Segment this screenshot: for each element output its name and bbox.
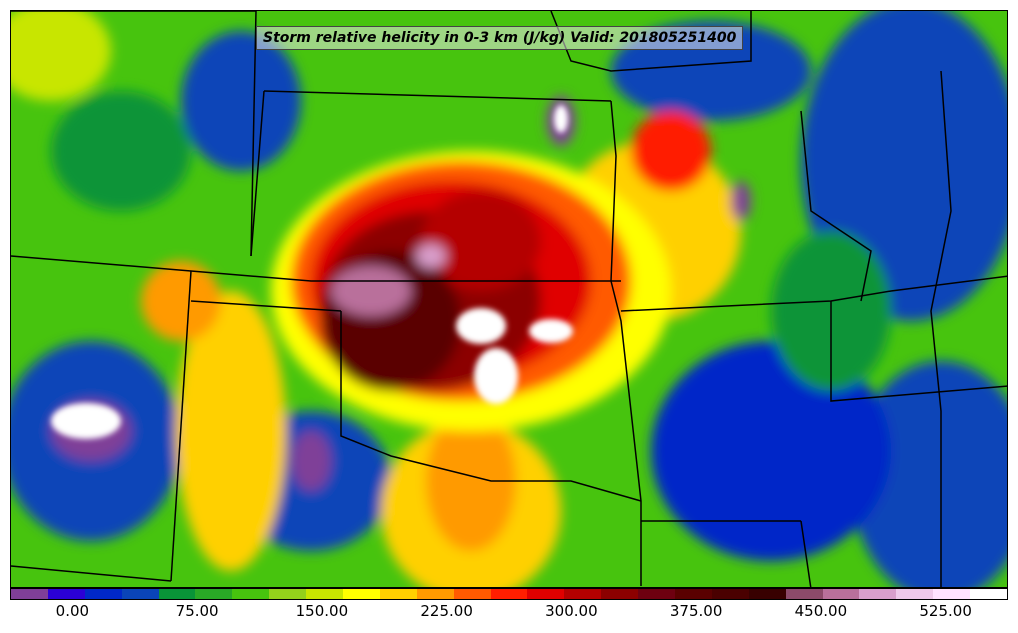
- colorbar-segment: [859, 589, 897, 599]
- colorbar-segment: [121, 589, 159, 599]
- colorbar-ticks: 0.00 75.00 150.00 225.00 300.00 375.00 450.00 5…: [10, 600, 1008, 630]
- colorbar-segment: [490, 589, 528, 599]
- map-frame: Storm relative helicity in 0-3 km (J/kg)…: [10, 10, 1008, 588]
- colorbar-segment: [970, 589, 1008, 599]
- map-title: Storm relative helicity in 0-3 km (J/kg)…: [256, 26, 744, 50]
- colorbar-tick-label: 450.00: [794, 602, 848, 620]
- colorbar-tick-label: 375.00: [669, 602, 723, 620]
- colorbar-segment: [527, 589, 565, 599]
- helicity-field: [11, 11, 1007, 587]
- colorbar-segment: [711, 589, 749, 599]
- colorbar-tick-label: 225.00: [420, 602, 473, 620]
- colorbar-segment: [785, 589, 823, 599]
- colorbar-segment: [896, 589, 934, 599]
- colorbar-segment: [84, 589, 122, 599]
- colorbar-segment: [269, 589, 307, 599]
- colorbar-tick-label: 75.00: [175, 602, 219, 620]
- colorbar-segment: [675, 589, 712, 599]
- helicity-map: [11, 11, 1007, 587]
- colorbar-segment: [232, 589, 270, 599]
- colorbar-segment: [453, 589, 491, 599]
- colorbar-segment: [601, 589, 639, 599]
- colorbar-segment: [379, 589, 417, 599]
- colorbar-tick-label: 300.00: [545, 602, 598, 620]
- colorbar-tick-label: 150.00: [295, 602, 349, 620]
- colorbar-segment: [343, 589, 380, 599]
- colorbar-segment: [933, 589, 971, 599]
- colorbar-segment: [748, 589, 786, 599]
- colorbar-tick-label: 0.00: [55, 602, 90, 620]
- extreme-cores: [51, 105, 573, 439]
- colorbar-segment: [822, 589, 860, 599]
- state-boundaries: [11, 11, 1007, 587]
- colorbar-segment: [564, 589, 602, 599]
- colorbar-segment: [195, 589, 233, 599]
- colorbar-segment: [638, 589, 676, 599]
- colorbar-segment: [306, 589, 344, 599]
- colorbar: [10, 588, 1008, 600]
- colorbar-segment: [47, 589, 85, 599]
- colorbar-segment: [158, 589, 196, 599]
- colorbar-tick-label: 525.00: [919, 602, 972, 620]
- colorbar-segment: [416, 589, 454, 599]
- colorbar-segment: [11, 589, 48, 599]
